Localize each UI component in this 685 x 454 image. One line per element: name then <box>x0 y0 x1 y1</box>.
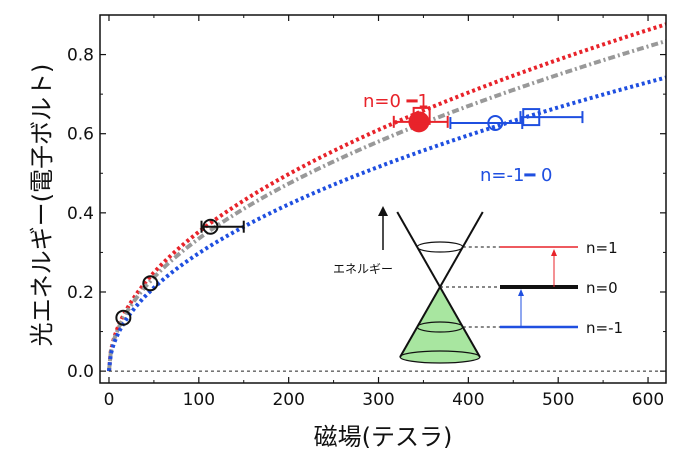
data-points <box>115 106 584 326</box>
annotation-nminus1-to-0: n=-1━ 0 <box>480 165 552 186</box>
energy-arrowhead <box>378 206 388 216</box>
data-point-0-1 <box>142 275 159 292</box>
data-point-2-0 <box>412 106 431 125</box>
x-tick-label-1: 100 <box>183 390 215 410</box>
data-point-0-0 <box>115 309 132 326</box>
y-tick-label-0: 0.0 <box>67 362 94 382</box>
data-point-4-0 <box>522 108 541 127</box>
energy-level-label-0: n=1 <box>586 239 618 257</box>
upper-ellipse <box>416 241 464 253</box>
energy-level-label-2: n=-1 <box>586 319 623 337</box>
x-tick-label-6: 600 <box>632 390 664 410</box>
y-tick-label-3: 0.6 <box>67 125 94 145</box>
axes <box>99 14 667 384</box>
transition-arrowhead-blue <box>518 289 524 296</box>
y-tick-label-4: 0.8 <box>67 46 94 66</box>
y-axis-title: 光エネルギー(電子ボルト) <box>28 64 56 347</box>
x-tick-label-4: 400 <box>452 390 484 410</box>
bottom-ellipse <box>399 350 481 364</box>
annotation-n0-to-1: n=0 ━1 <box>363 91 429 112</box>
x-tick-label-3: 300 <box>362 390 394 410</box>
x-tick-label-0: 0 <box>104 390 115 410</box>
y-tick-label-1: 0.2 <box>67 283 94 303</box>
y-tick-label-2: 0.4 <box>67 204 94 224</box>
data-point-3-0 <box>487 115 504 132</box>
energy-axis-label: エネルギー <box>333 262 393 276</box>
tick-labels: 0 100 200 300 400 500 600 0.0 0.2 0.4 0.6 0.8 <box>67 46 664 410</box>
data-point-1-0 <box>408 111 430 133</box>
energy-level-label-1: n=0 <box>586 279 618 297</box>
x-tick-label-5: 500 <box>542 390 574 410</box>
x-axis-title: 磁場(テスラ) <box>314 423 453 451</box>
data-point-0-2 <box>202 218 219 235</box>
cone-line-a <box>396 211 481 358</box>
plot-frame <box>99 14 667 384</box>
fit-curve-2 <box>106 75 666 372</box>
fit-curve-1 <box>106 38 666 372</box>
transition-arrowhead-red <box>551 249 557 256</box>
band-diagram-inset: n=1 n=0 n=-1 エネルギー <box>333 206 623 364</box>
cone-line-b <box>399 211 484 358</box>
x-tick-label-2: 200 <box>272 390 304 410</box>
